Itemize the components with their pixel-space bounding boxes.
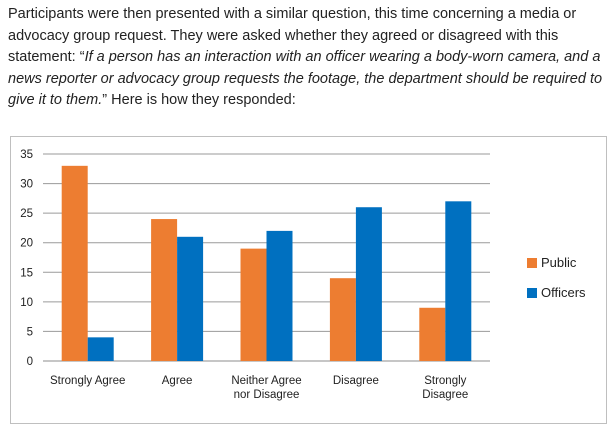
bar-officers [266,230,293,361]
intro-line-5: give it to them.” Here is how they respo… [8,90,608,112]
bar-officers [87,337,114,361]
bar-public [240,248,267,361]
x-tick-label: Strongly Disagree [422,375,468,401]
intro-line-1: Participants were then presented with a … [8,6,577,22]
bar-public [419,307,446,361]
bar-public [329,278,356,361]
intro-quote-1: If a person has an interaction with an o… [84,49,601,65]
y-tick-label: 25 [20,208,33,220]
y-tick-label: 20 [20,238,33,250]
intro-text: Participants were then presented with a … [8,4,608,112]
intro-prefix: statement: “ [8,49,85,65]
x-tick-label: Disagree [333,375,379,387]
legend-label-public: Public [541,255,577,270]
bar-officers [445,201,472,361]
x-tick-label: Strongly Agree [50,375,125,387]
y-tick-label: 10 [20,297,33,309]
chart-frame [10,136,607,424]
y-tick-label: 30 [20,179,33,191]
intro-line-3: statement: “If a person has an interacti… [8,47,608,69]
bar-public [61,165,88,361]
intro-line-2: advocacy group request. They were asked … [8,27,559,44]
intro-quote-2: news reporter or advocacy group requests… [8,70,603,87]
x-tick-label: Neither Agree nor Disagree [231,375,301,401]
bar-officers [177,236,204,361]
y-tick-label: 0 [27,356,33,368]
intro-suffix: ” Here is how they responded: [102,92,296,108]
bar-officers [355,207,382,361]
y-tick-label: 35 [20,149,33,161]
intro-line-4: news reporter or advocacy group requests… [8,69,608,91]
legend-swatch-public [527,258,537,268]
intro-quote-3: give it to them. [8,92,103,108]
legend-swatch-officers [527,288,537,298]
y-tick-label: 15 [20,267,33,279]
legend-label-officers: Officers [541,285,586,300]
bar-public [151,219,178,361]
x-tick-label: Agree [162,375,193,387]
y-tick-label: 5 [27,326,33,338]
